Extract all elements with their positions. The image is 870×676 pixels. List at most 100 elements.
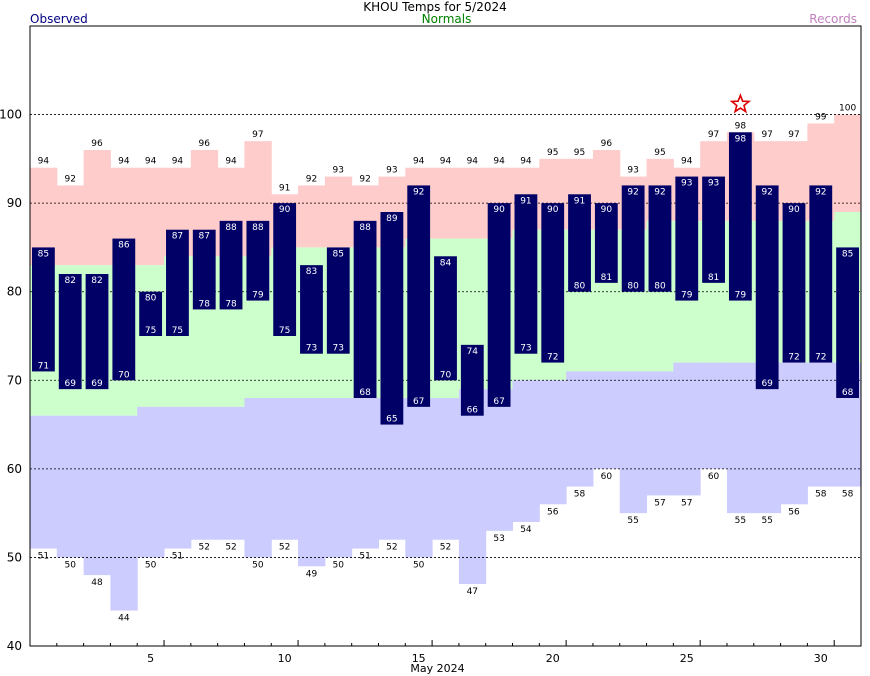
observed-low-label: 80 [654, 282, 666, 292]
record-low-band [190, 406, 219, 540]
observed-high-label: 84 [440, 258, 452, 268]
observed-high-label: 90 [279, 205, 291, 215]
y-tick-label: 40 [7, 639, 22, 653]
record-high-label: 94 [413, 157, 425, 167]
record-high-band [298, 185, 326, 248]
record-high-label: 94 [493, 157, 505, 167]
x-tick-label: 30 [814, 652, 828, 665]
y-tick-label: 90 [7, 196, 22, 210]
record-high-label: 100 [839, 104, 856, 114]
record-low-label: 50 [64, 560, 76, 570]
record-low-band [324, 398, 353, 558]
observed-bar [326, 247, 350, 354]
record-high-label: 97 [708, 130, 719, 140]
plot-frame [29, 25, 862, 647]
observed-high-label: 91 [574, 196, 585, 206]
record-low-label: 48 [91, 578, 103, 588]
record-low-band [298, 398, 326, 567]
x-tick-label: 5 [147, 652, 154, 665]
observed-bar [85, 274, 109, 390]
observed-high-label: 91 [520, 196, 531, 206]
observed-high-label: 89 [386, 214, 398, 224]
record-low-band [726, 362, 755, 514]
record-low-label: 50 [252, 560, 264, 570]
record-low-band [405, 398, 433, 558]
record-low-band [673, 362, 701, 496]
record-low-band [592, 371, 621, 469]
record-low-band [56, 415, 85, 558]
observed-low-label: 81 [601, 273, 612, 283]
record-high-label: 93 [386, 166, 397, 176]
observed-low-label: 75 [172, 326, 183, 336]
observed-low-label: 69 [64, 379, 76, 389]
observed-bar [621, 185, 645, 292]
observed-bar [702, 176, 725, 283]
observed-high-label: 88 [225, 223, 237, 233]
observed-bar [32, 247, 55, 372]
y-tick-label: 80 [7, 285, 22, 299]
record-low-label: 56 [547, 507, 559, 517]
record-low-band [164, 406, 192, 549]
record-high-label: 94 [225, 157, 237, 167]
observed-bar [568, 194, 591, 292]
record-low-band [807, 362, 835, 487]
record-high-label: 97 [252, 130, 263, 140]
observed-high-label: 83 [306, 267, 317, 277]
observed-low-label: 79 [681, 291, 693, 301]
record-low-band [566, 371, 594, 487]
record-low-band [137, 406, 165, 558]
observed-high-label: 92 [627, 187, 638, 197]
record-low-band [646, 371, 674, 496]
record-low-label: 54 [520, 525, 532, 535]
observed-high-label: 87 [199, 232, 210, 242]
observed-low-label: 78 [199, 299, 211, 309]
observed-high-label: 82 [64, 276, 75, 286]
observed-bar [58, 274, 82, 390]
record-low-label: 55 [735, 516, 746, 526]
observed-low-label: 68 [359, 388, 371, 398]
record-high-label: 94 [145, 157, 157, 167]
observed-low-label: 78 [225, 299, 237, 309]
record-high-band [834, 114, 862, 212]
x-tick-label: 25 [680, 652, 694, 665]
record-high-label: 93 [627, 166, 638, 176]
observed-high-label: 85 [333, 249, 344, 259]
record-low-label: 51 [359, 552, 370, 562]
observed-high-label: 98 [735, 134, 747, 144]
observed-bar [809, 185, 833, 363]
record-low-label: 51 [172, 552, 183, 562]
record-high-band [324, 176, 353, 248]
observed-bar [407, 185, 431, 407]
observed-low-label: 80 [574, 282, 586, 292]
observed-high-label: 82 [91, 276, 102, 286]
record-high-label: 92 [359, 174, 370, 184]
observed-bar [192, 229, 216, 310]
record-high-label: 93 [333, 166, 344, 176]
observed-low-label: 66 [467, 406, 479, 416]
observed-low-label: 75 [279, 326, 290, 336]
x-tick-label: 10 [278, 652, 292, 665]
observed-low-label: 80 [627, 282, 639, 292]
record-high-label: 94 [172, 157, 184, 167]
observed-bar [594, 203, 618, 283]
observed-high-label: 92 [413, 187, 424, 197]
observed-bar [353, 220, 377, 398]
observed-high-label: 80 [145, 294, 157, 304]
legend-observed: Observed [30, 12, 88, 26]
observed-low-label: 72 [815, 353, 826, 363]
record-low-label: 55 [627, 516, 638, 526]
observed-high-label: 85 [842, 249, 853, 259]
record-high-label: 95 [547, 148, 558, 158]
observed-low-label: 70 [118, 370, 130, 380]
record-low-band [110, 415, 138, 611]
observed-low-label: 75 [145, 326, 156, 336]
observed-high-label: 85 [38, 249, 49, 259]
observed-low-label: 73 [306, 344, 317, 354]
observed-bar [246, 220, 270, 301]
observed-low-label: 72 [788, 353, 799, 363]
record-low-band [780, 362, 808, 505]
record-low-band [217, 406, 245, 540]
record-low-label: 51 [38, 552, 49, 562]
observed-bar [380, 212, 404, 425]
